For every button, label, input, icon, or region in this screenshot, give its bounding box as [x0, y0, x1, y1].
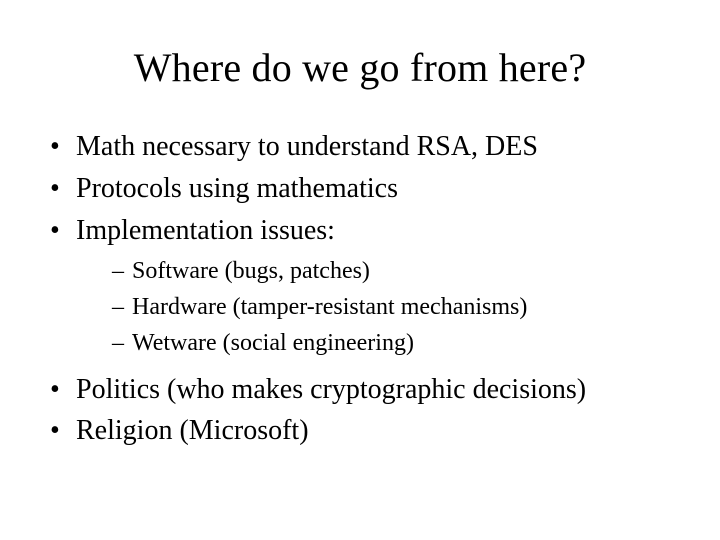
list-item: Religion (Microsoft) [50, 413, 676, 449]
bullet-text: Politics (who makes cryptographic decisi… [76, 374, 586, 405]
bullet-text: Implementation issues: [76, 215, 335, 246]
bullet-text: Protocols using mathematics [76, 173, 398, 204]
bullet-text: Math necessary to understand RSA, DES [76, 131, 538, 162]
list-item: Hardware (tamper-resistant mechanisms) [112, 292, 676, 324]
list-item: Math necessary to understand RSA, DES [50, 129, 676, 165]
list-item: Politics (who makes cryptographic decisi… [50, 372, 676, 408]
sub-bullet-list: Software (bugs, patches) Hardware (tampe… [76, 256, 676, 359]
list-item: Protocols using mathematics [50, 171, 676, 207]
list-item: Wetware (social engineering) [112, 328, 676, 360]
sub-bullet-text: Software (bugs, patches) [132, 258, 370, 284]
sub-bullet-text: Wetware (social engineering) [132, 330, 414, 356]
bullet-text: Religion (Microsoft) [76, 415, 309, 446]
slide-title: Where do we go from here? [44, 44, 676, 91]
list-item: Implementation issues: Software (bugs, p… [50, 213, 676, 360]
list-item: Software (bugs, patches) [112, 256, 676, 288]
slide: Where do we go from here? Math necessary… [0, 0, 720, 540]
sub-bullet-text: Hardware (tamper-resistant mechanisms) [132, 294, 527, 320]
bullet-list: Math necessary to understand RSA, DES Pr… [44, 129, 676, 449]
